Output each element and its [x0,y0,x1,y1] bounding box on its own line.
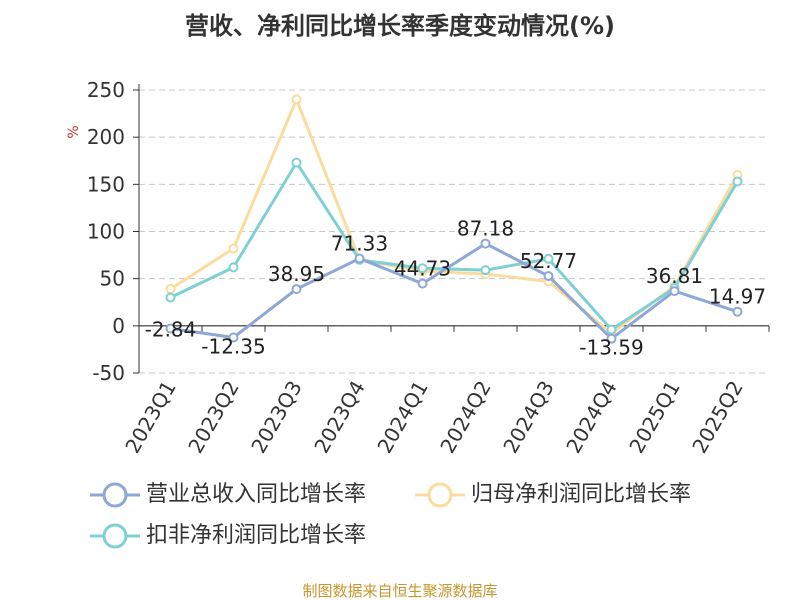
data-point[interactable] [543,271,554,282]
data-point[interactable] [606,324,617,335]
y-tick-label: 200 [87,125,125,149]
y-tick-label: -50 [92,361,125,385]
x-tick-label: 2023Q2 [183,377,243,458]
data-point[interactable] [354,253,365,264]
data-point[interactable] [417,278,428,289]
series-line [169,161,739,332]
chart-title: 营收、净利同比增长率季度变动情况(%) [185,12,615,40]
data-point[interactable] [732,176,743,187]
x-tick-label: 2024Q2 [435,377,495,458]
legend-label: 扣非净利润同比增长率 [146,523,367,548]
legend-line-circle-icon [90,523,140,549]
data-point[interactable] [606,333,617,344]
legend-line-circle-icon [415,482,465,508]
data-label: -12.35 [201,334,265,358]
data-point[interactable] [165,323,176,334]
x-tick-label: 2024Q4 [561,377,621,458]
y-tick-label: 100 [87,220,125,244]
data-label: 52.77 [520,249,577,273]
series-line [169,97,739,335]
x-tick-label: 2023Q1 [120,377,180,458]
x-tick-label: 2025Q1 [624,377,684,458]
data-point[interactable] [669,286,680,297]
data-point[interactable] [291,284,302,295]
data-point[interactable] [480,238,491,249]
data-point[interactable] [291,94,302,105]
data-source-note: 制图数据来自恒生聚源数据库 [302,582,498,600]
y-tick-label: 150 [87,172,125,196]
x-tick-label: 2024Q3 [498,377,558,458]
legend-label: 归母净利润同比增长率 [471,482,692,507]
legend-line-circle-icon [90,482,140,508]
x-tick-label: 2025Q2 [687,377,747,458]
data-label: 71.33 [331,232,388,256]
y-tick-label: 50 [100,267,125,291]
data-point[interactable] [732,306,743,317]
data-point[interactable] [291,157,302,168]
data-point[interactable] [165,292,176,303]
data-point[interactable] [480,265,491,276]
data-label: -2.84 [145,318,197,342]
x-tick-label: 2023Q3 [246,377,306,458]
data-label: 36.81 [646,264,703,288]
data-label: 87.18 [457,217,514,241]
y-tick-label: 250 [87,78,125,102]
data-point[interactable] [165,284,176,295]
data-point[interactable] [543,253,554,264]
data-label: 38.95 [268,262,325,286]
data-point[interactable] [228,243,239,254]
data-point[interactable] [417,263,428,274]
data-label: 44.73 [394,257,451,281]
data-label: 14.97 [709,285,766,309]
y-axis-label: % [66,125,82,138]
data-point[interactable] [228,262,239,273]
data-point[interactable] [228,332,239,343]
legend-label: 营业总收入同比增长率 [146,482,367,507]
series-line [170,242,738,341]
y-tick-label: 0 [112,314,125,338]
x-tick-label: 2024Q1 [372,377,432,458]
x-tick-label: 2023Q4 [309,377,369,458]
data-label: -13.59 [579,336,643,360]
